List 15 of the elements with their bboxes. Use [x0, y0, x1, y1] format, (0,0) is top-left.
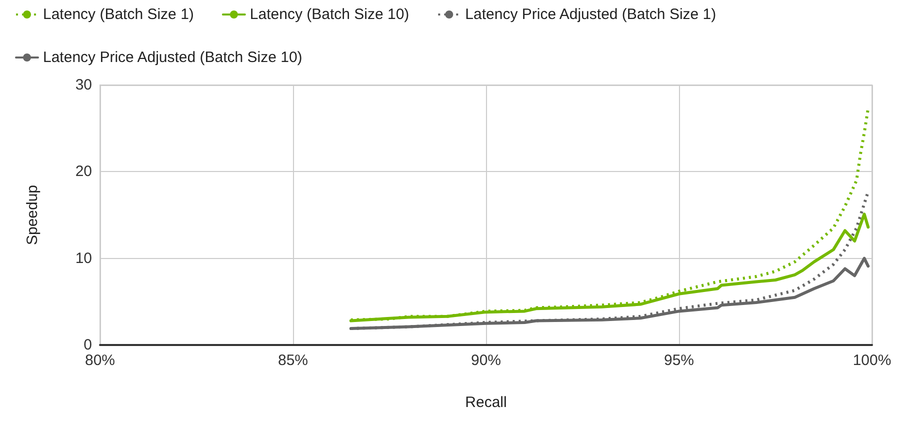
legend-label: Latency Price Adjusted (Batch Size 1)	[465, 6, 716, 23]
x-tick-label: 85%	[278, 352, 308, 369]
legend-label: Latency (Batch Size 1)	[43, 6, 194, 23]
x-tick-label: 80%	[84, 352, 116, 369]
y-tick-label: 30	[75, 76, 92, 94]
legend-label: Latency (Batch Size 10)	[250, 6, 410, 23]
x-tick-label: 90%	[470, 352, 502, 369]
x-axis-title: Recall	[465, 394, 507, 411]
y-tick-label: 0	[84, 336, 92, 354]
y-axis-title: Speedup	[24, 184, 41, 246]
x-tick-label: 95%	[664, 352, 694, 369]
y-tick-label: 10	[75, 250, 92, 267]
y-tick-label: 20	[75, 163, 92, 180]
x-tick-label: 100%	[852, 352, 892, 369]
legend-label: Latency Price Adjusted (Batch Size 10)	[43, 49, 302, 66]
